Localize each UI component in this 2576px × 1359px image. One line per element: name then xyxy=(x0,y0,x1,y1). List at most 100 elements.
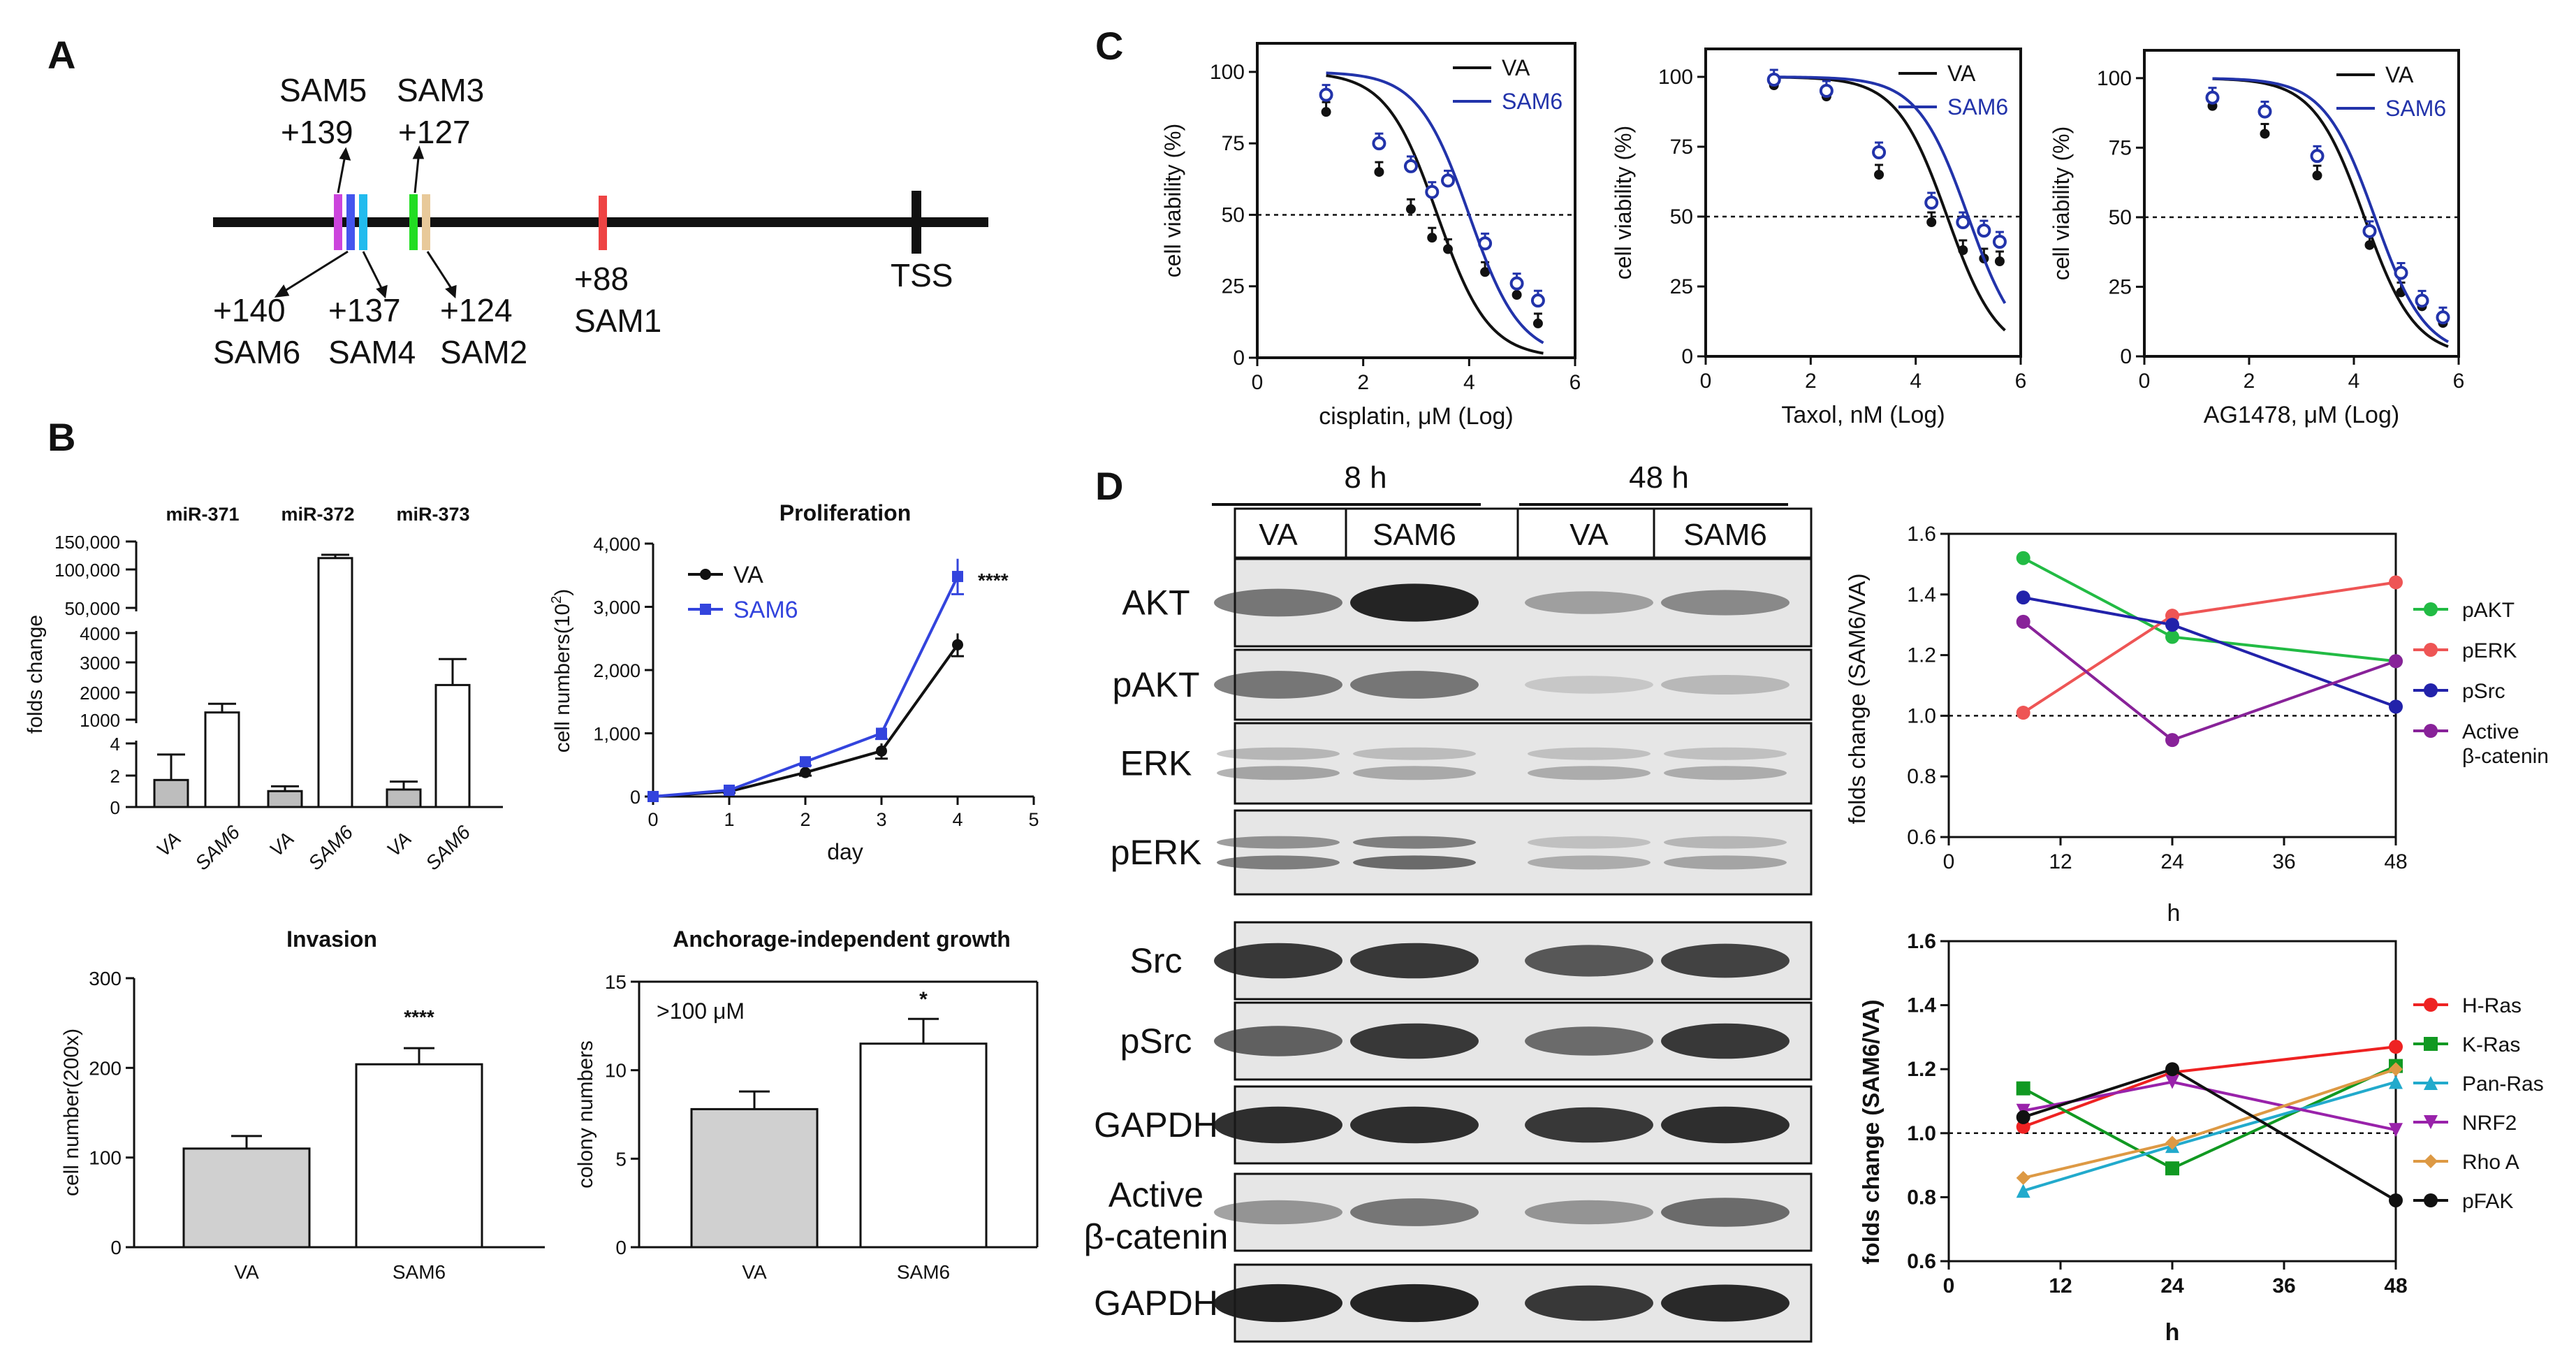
fold-bot-xlabel: h xyxy=(2165,1319,2180,1346)
fold-bot-point-4-0 xyxy=(2016,1170,2030,1185)
viability-point-sam6-2-4 xyxy=(2394,266,2408,280)
fold-bot-point-5-0 xyxy=(2016,1110,2030,1124)
fold-bot-legend-marker-5 xyxy=(2424,1193,2438,1207)
blot-band-0-3 xyxy=(1661,590,1790,616)
viability-point-va-1-6 xyxy=(1994,256,2005,266)
viability-point-sam6-0-0 xyxy=(1319,87,1333,102)
fold-bot-ytick-5: 1.6 xyxy=(1907,930,1936,953)
viability-ytick-0-3: 75 xyxy=(1222,132,1245,155)
blot-band-8-1 xyxy=(1350,1284,1479,1323)
prolif-xlabel: day xyxy=(827,839,863,864)
viability-point-sam6-0-2 xyxy=(1403,159,1418,173)
fold-top-legend-3-b: β-catenin xyxy=(2462,745,2549,768)
prolif-xtick-1: 1 xyxy=(724,809,734,830)
fold-bot-legend-4: Rho A xyxy=(2462,1151,2519,1174)
viability-fit-va-0 xyxy=(1326,74,1544,355)
fold-top-xtick-3: 36 xyxy=(2272,850,2295,873)
prolif-legend-va: VA xyxy=(733,562,763,588)
mir-bar-5 xyxy=(434,683,471,808)
fold-top-point-2-1 xyxy=(2165,618,2179,632)
viability-xtick-2-1: 2 xyxy=(2244,370,2255,393)
blot-band-8-0 xyxy=(1214,1284,1342,1323)
anchorage-ytick-0: 0 xyxy=(615,1237,627,1258)
fold-bot-xtick-2: 24 xyxy=(2160,1274,2184,1298)
ytick-low-0: 4 xyxy=(110,734,120,755)
viability-point-va-0-2 xyxy=(1405,204,1416,215)
invasion-ytick-3: 300 xyxy=(89,968,122,989)
viability-ytick-0-4: 100 xyxy=(1210,61,1245,84)
panel-label-d: D xyxy=(1095,464,1123,508)
fold-bot-ytick-2: 1.0 xyxy=(1907,1122,1936,1145)
mir-bar-3 xyxy=(317,557,353,808)
panel-label-c: C xyxy=(1095,24,1123,68)
viability-point-va-0-0 xyxy=(1321,107,1331,117)
viability-point-sam6-2-2 xyxy=(2310,149,2325,163)
site-pos-sam6: +140 xyxy=(213,292,286,328)
viability-point-va-1-2 xyxy=(1874,170,1885,180)
fold-bot-point-4-2 xyxy=(2389,1062,2403,1077)
blot-band-2-1-a xyxy=(1353,747,1476,760)
viability-ytick-1-0: 0 xyxy=(1681,345,1693,368)
site-bar-sam1 xyxy=(599,196,607,250)
site-pos-sam4: +137 xyxy=(328,292,401,328)
blot-band-2-3-a xyxy=(1664,747,1787,760)
viability-ytick-0-0: 0 xyxy=(1233,347,1245,370)
fold-bot-legend-3: NRF2 xyxy=(2462,1112,2517,1135)
viability-legend-1-0: VA xyxy=(1947,61,1976,86)
fold-bot-ylabel: folds change (SAM6/VA) xyxy=(1858,1000,1884,1265)
invasion-xtick-sam6: SAM6 xyxy=(393,1261,446,1283)
viability-point-sam6-1-1 xyxy=(1819,84,1834,98)
viability-xtick-0-0: 0 xyxy=(1252,371,1264,394)
blot-band-6-0 xyxy=(1214,1106,1342,1144)
viability-point-sam6-2-5 xyxy=(2415,293,2429,308)
fold-top-legend-1: pERK xyxy=(2462,639,2517,662)
viability-xtick-2-2: 4 xyxy=(2348,370,2360,393)
fold-top-legend-marker-0 xyxy=(2424,602,2438,616)
blot-band-2-0-b xyxy=(1217,766,1340,780)
blot-band-1-2 xyxy=(1525,676,1653,694)
blot-lane-4: SAM6 xyxy=(1683,518,1767,552)
viability-point-va-1-4 xyxy=(1958,245,1968,255)
viability-point-sam6-1-6 xyxy=(1992,235,2007,249)
blot-label-8: GAPDH xyxy=(1094,1284,1218,1323)
blot-band-1-0 xyxy=(1214,671,1342,699)
fold-bot-point-3-2 xyxy=(2389,1123,2403,1138)
site-pos-sam5: +139 xyxy=(281,114,353,150)
site-bar-sam2 xyxy=(422,194,430,250)
viability-point-sam6-2-0 xyxy=(2205,90,2220,105)
viability-frame-1 xyxy=(1704,48,2022,358)
viability-legend-2-0: VA xyxy=(2385,62,2414,87)
fold-bot-legend-0: H-Ras xyxy=(2462,994,2522,1017)
viability-ylabel-2: cell viability (%) xyxy=(2049,126,2074,280)
blot-band-4-0 xyxy=(1214,943,1342,979)
fold-bot-point-4-1 xyxy=(2165,1135,2179,1150)
fold-top-legend-marker-2 xyxy=(2424,683,2438,697)
blot-band-5-1 xyxy=(1350,1023,1479,1059)
viability-chart-ag1478: 0 25 50 75 100 0 2 4 6 cell viability (%) AG1478, … xyxy=(2049,49,2464,428)
site-name-sam3: SAM3 xyxy=(397,72,484,108)
viability-xlabel-2: AG1478, μM (Log) xyxy=(2204,402,2399,428)
fold-top-ytick-3: 1.2 xyxy=(1907,644,1936,667)
viability-point-sam6-1-2 xyxy=(1872,145,1887,159)
fold-bot-point-5-1 xyxy=(2165,1062,2179,1077)
fold-top-ytick-4: 1.4 xyxy=(1907,583,1936,606)
prolif-sig: **** xyxy=(978,569,1009,591)
anchorage-ylabel: colony numbers xyxy=(574,1040,597,1189)
fold-bot-xtick-3: 36 xyxy=(2272,1274,2295,1298)
site-bar-sam3 xyxy=(409,194,418,250)
prolif-title: Proliferation xyxy=(780,500,911,525)
blot-band-6-3 xyxy=(1661,1106,1790,1144)
prolif-xtick-5: 5 xyxy=(1028,809,1039,830)
viability-xtick-1-0: 0 xyxy=(1700,370,1712,393)
tss-bar xyxy=(912,191,921,254)
prolif-point-sam6-1 xyxy=(724,784,735,796)
mir-group-372: miR-372 xyxy=(281,504,354,525)
mir-bar-0 xyxy=(153,778,189,808)
viability-frame-0 xyxy=(1256,42,1576,359)
blot-band-7-0 xyxy=(1214,1200,1342,1225)
prolif-ytick-1: 1,000 xyxy=(593,724,641,745)
blot-band-8-3 xyxy=(1661,1284,1790,1322)
viability-point-sam6-0-3 xyxy=(1425,184,1440,199)
prolif-point-va-3 xyxy=(876,745,887,757)
prolif-xtick-2: 2 xyxy=(800,809,810,830)
